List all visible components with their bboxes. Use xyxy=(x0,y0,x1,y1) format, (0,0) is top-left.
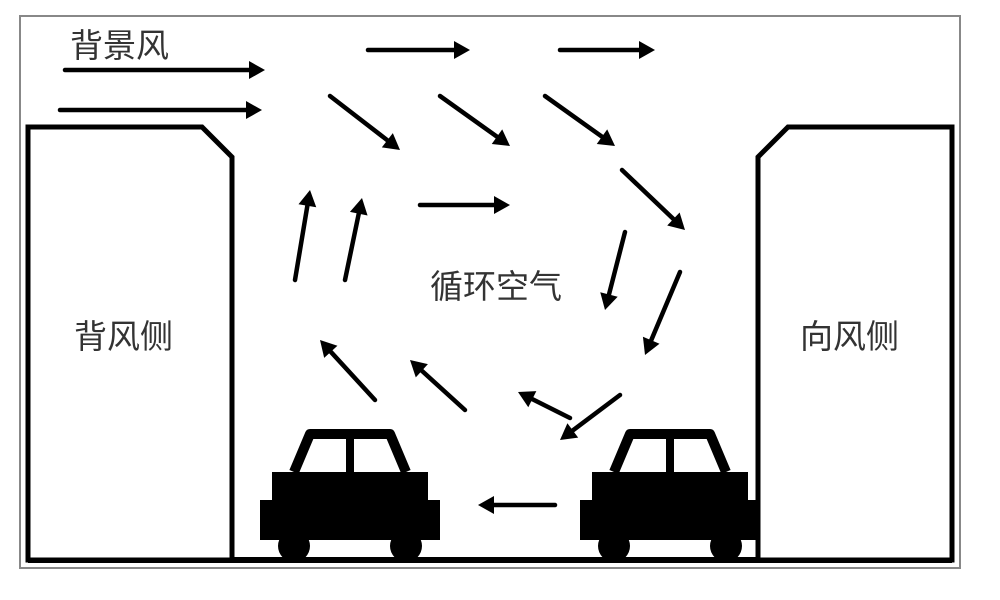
arrow xyxy=(60,101,262,119)
arrow xyxy=(600,232,625,310)
diagram-root: 背景风 背风侧 向风侧 循环空气 xyxy=(0,0,1000,600)
arrow xyxy=(440,96,510,146)
label-background-wind: 背景风 xyxy=(70,19,169,67)
label-windward: 向风侧 xyxy=(800,310,899,358)
arrow xyxy=(295,190,316,280)
arrow xyxy=(410,360,465,410)
arrow xyxy=(420,196,510,214)
arrow xyxy=(368,41,470,59)
arrow xyxy=(478,496,555,514)
arrow xyxy=(345,198,368,280)
car-right xyxy=(580,434,760,562)
arrow xyxy=(330,96,400,150)
arrow xyxy=(560,41,655,59)
label-circulation: 循环空气 xyxy=(430,260,562,308)
arrow xyxy=(320,340,375,400)
arrow xyxy=(545,96,615,146)
arrow xyxy=(518,391,570,418)
label-leeward: 背风侧 xyxy=(74,310,173,358)
car-left xyxy=(260,434,440,562)
arrow xyxy=(643,272,680,355)
arrow xyxy=(622,170,685,230)
